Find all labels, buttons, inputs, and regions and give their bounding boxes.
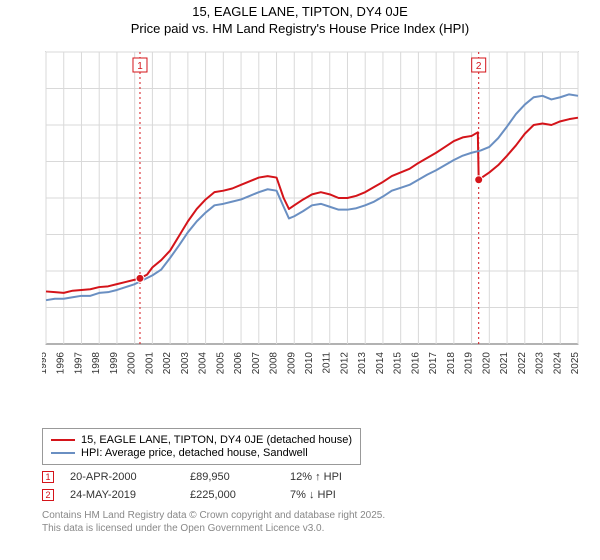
svg-text:2003: 2003 — [180, 352, 191, 375]
svg-text:2023: 2023 — [535, 352, 546, 375]
legend-swatch — [51, 439, 75, 441]
svg-text:1: 1 — [137, 61, 143, 72]
sale-price: £89,950 — [190, 471, 290, 483]
legend-label: HPI: Average price, detached house, Sand… — [81, 447, 308, 459]
svg-text:2020: 2020 — [481, 352, 492, 375]
svg-text:2007: 2007 — [251, 352, 262, 375]
attribution-line2: This data is licensed under the Open Gov… — [42, 522, 582, 535]
sale-date: 24-MAY-2019 — [70, 489, 190, 501]
sale-diff: 7% ↓ HPI — [290, 489, 410, 501]
svg-text:2: 2 — [476, 61, 482, 72]
legend-swatch — [51, 452, 75, 454]
svg-text:1996: 1996 — [56, 352, 67, 375]
sale-date: 20-APR-2000 — [70, 471, 190, 483]
svg-text:2006: 2006 — [233, 352, 244, 375]
chart-svg: £0£50K£100K£150K£200K£250K£300K£350K£400… — [42, 48, 582, 388]
svg-text:2004: 2004 — [198, 352, 209, 375]
svg-text:2022: 2022 — [517, 352, 528, 375]
svg-text:1999: 1999 — [109, 352, 120, 375]
svg-text:1997: 1997 — [73, 352, 84, 375]
svg-text:2016: 2016 — [410, 352, 421, 375]
svg-text:1995: 1995 — [42, 352, 49, 375]
svg-text:2019: 2019 — [464, 352, 475, 375]
title-address: 15, EAGLE LANE, TIPTON, DY4 0JE — [0, 4, 600, 19]
chart-footer: 15, EAGLE LANE, TIPTON, DY4 0JE (detache… — [42, 428, 582, 535]
svg-text:2018: 2018 — [446, 352, 457, 375]
legend-label: 15, EAGLE LANE, TIPTON, DY4 0JE (detache… — [81, 434, 352, 446]
svg-text:2010: 2010 — [304, 352, 315, 375]
attribution: Contains HM Land Registry data © Crown c… — [42, 509, 582, 535]
svg-text:2012: 2012 — [339, 352, 350, 375]
svg-text:2013: 2013 — [357, 352, 368, 375]
svg-text:2008: 2008 — [269, 352, 280, 375]
legend-row: HPI: Average price, detached house, Sand… — [51, 447, 352, 459]
svg-text:2001: 2001 — [144, 352, 155, 375]
sale-row: 2 24-MAY-2019£225,0007% ↓ HPI — [42, 489, 582, 501]
svg-text:2009: 2009 — [286, 352, 297, 375]
svg-text:2025: 2025 — [570, 352, 581, 375]
sale-marker: 1 — [42, 471, 54, 483]
attribution-line1: Contains HM Land Registry data © Crown c… — [42, 509, 582, 522]
sale-row: 1 20-APR-2000£89,95012% ↑ HPI — [42, 471, 582, 483]
svg-text:2002: 2002 — [162, 352, 173, 375]
svg-text:1998: 1998 — [91, 352, 102, 375]
sales-block: 1 20-APR-2000£89,95012% ↑ HPI 2 24-MAY-2019… — [42, 471, 582, 501]
svg-text:2005: 2005 — [215, 352, 226, 375]
chart-title-block: 15, EAGLE LANE, TIPTON, DY4 0JE Price pa… — [0, 0, 600, 36]
title-description: Price paid vs. HM Land Registry's House … — [0, 21, 600, 36]
svg-text:2014: 2014 — [375, 352, 386, 375]
svg-text:2017: 2017 — [428, 352, 439, 375]
price-chart: £0£50K£100K£150K£200K£250K£300K£350K£400… — [42, 48, 582, 388]
svg-text:2021: 2021 — [499, 352, 510, 375]
svg-text:2015: 2015 — [393, 352, 404, 375]
svg-text:2024: 2024 — [552, 352, 563, 375]
sale-marker: 2 — [42, 489, 54, 501]
svg-text:2011: 2011 — [322, 352, 333, 374]
sale-price: £225,000 — [190, 489, 290, 501]
legend-row: 15, EAGLE LANE, TIPTON, DY4 0JE (detache… — [51, 434, 352, 446]
sale-diff: 12% ↑ HPI — [290, 471, 410, 483]
svg-text:2000: 2000 — [127, 352, 138, 375]
legend-box: 15, EAGLE LANE, TIPTON, DY4 0JE (detache… — [42, 428, 361, 465]
